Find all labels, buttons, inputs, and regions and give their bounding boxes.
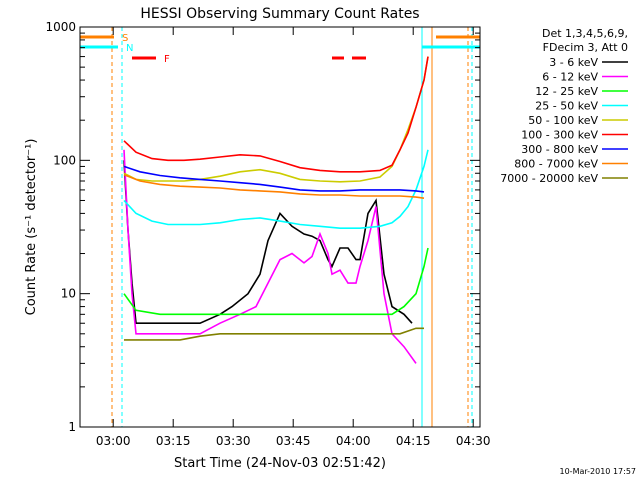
plot-area: SN F	[80, 27, 480, 427]
series-line-300-800-kev	[123, 165, 425, 193]
timestamp: 10-Mar-2010 17:57	[560, 467, 637, 476]
series-line-100-300-kev	[123, 56, 429, 173]
y-axis: 1 10 100 1000	[45, 20, 480, 434]
x-tick-label-04-00: 04:00	[336, 434, 371, 448]
series-line-3-6-kev	[123, 160, 413, 325]
flag-s-label: S	[122, 33, 128, 44]
y-tick-label-10: 10	[61, 287, 76, 301]
legend-label-6-12-kev: 6 - 12 keV	[542, 71, 598, 84]
y-axis-label: Count Rate (s⁻¹ detector⁻¹)	[24, 139, 39, 316]
x-axis: 03:00 03:15 03:30 03:45 04:00 04:15 04:30	[96, 27, 491, 448]
legend-header-line-1: Det 1,3,4,5,6,9,	[542, 27, 628, 40]
y-tick-label-100: 100	[53, 153, 76, 167]
x-tick-label-03-00: 03:00	[96, 434, 131, 448]
flag-f-label: F	[164, 54, 170, 65]
x-axis-label: Start Time (24-Nov-03 02:51:42)	[174, 456, 386, 471]
legend-label-300-800-kev: 300 - 800 keV	[521, 143, 598, 156]
x-tick-label-03-15: 03:15	[156, 434, 191, 448]
legend-header-line-2: FDecim 3, Att 0	[543, 41, 628, 54]
x-tick-label-04-15: 04:15	[396, 434, 431, 448]
x-tick-label-04-30: 04:30	[456, 434, 491, 448]
chart-title: HESSI Observing Summary Count Rates	[140, 6, 419, 22]
series-line-6-12-kev	[123, 149, 417, 364]
legend-label-100-300-kev: 100 - 300 keV	[521, 129, 598, 142]
legend-label-50-100-kev: 50 - 100 keV	[528, 114, 598, 127]
legend-label-3-6-kev: 3 - 6 keV	[549, 56, 598, 69]
x-tick-label-03-45: 03:45	[276, 434, 311, 448]
series-line-7000-20000-kev	[124, 327, 424, 341]
legend: Det 1,3,4,5,6,9, FDecim 3, Att 0 3 - 6 k…	[500, 27, 628, 185]
flag-n-label: N	[126, 43, 133, 54]
series-line-50-100-kev	[123, 56, 429, 183]
y-tick-label-1000: 1000	[45, 20, 76, 34]
y-tick-label-1: 1	[68, 420, 76, 434]
series-line-800-7000-kev	[123, 173, 425, 199]
legend-label-800-7000-kev: 800 - 7000 keV	[514, 158, 598, 171]
series-line-12-25-kev	[123, 247, 429, 316]
x-tick-label-03-30: 03:30	[216, 434, 251, 448]
series-line-25-50-kev	[123, 149, 429, 229]
legend-label-7000-20000-kev: 7000 - 20000 keV	[500, 172, 598, 185]
legend-label-25-50-kev: 25 - 50 keV	[535, 100, 598, 113]
plot-frame	[79, 26, 481, 428]
legend-label-12-25-kev: 12 - 25 keV	[535, 85, 598, 98]
